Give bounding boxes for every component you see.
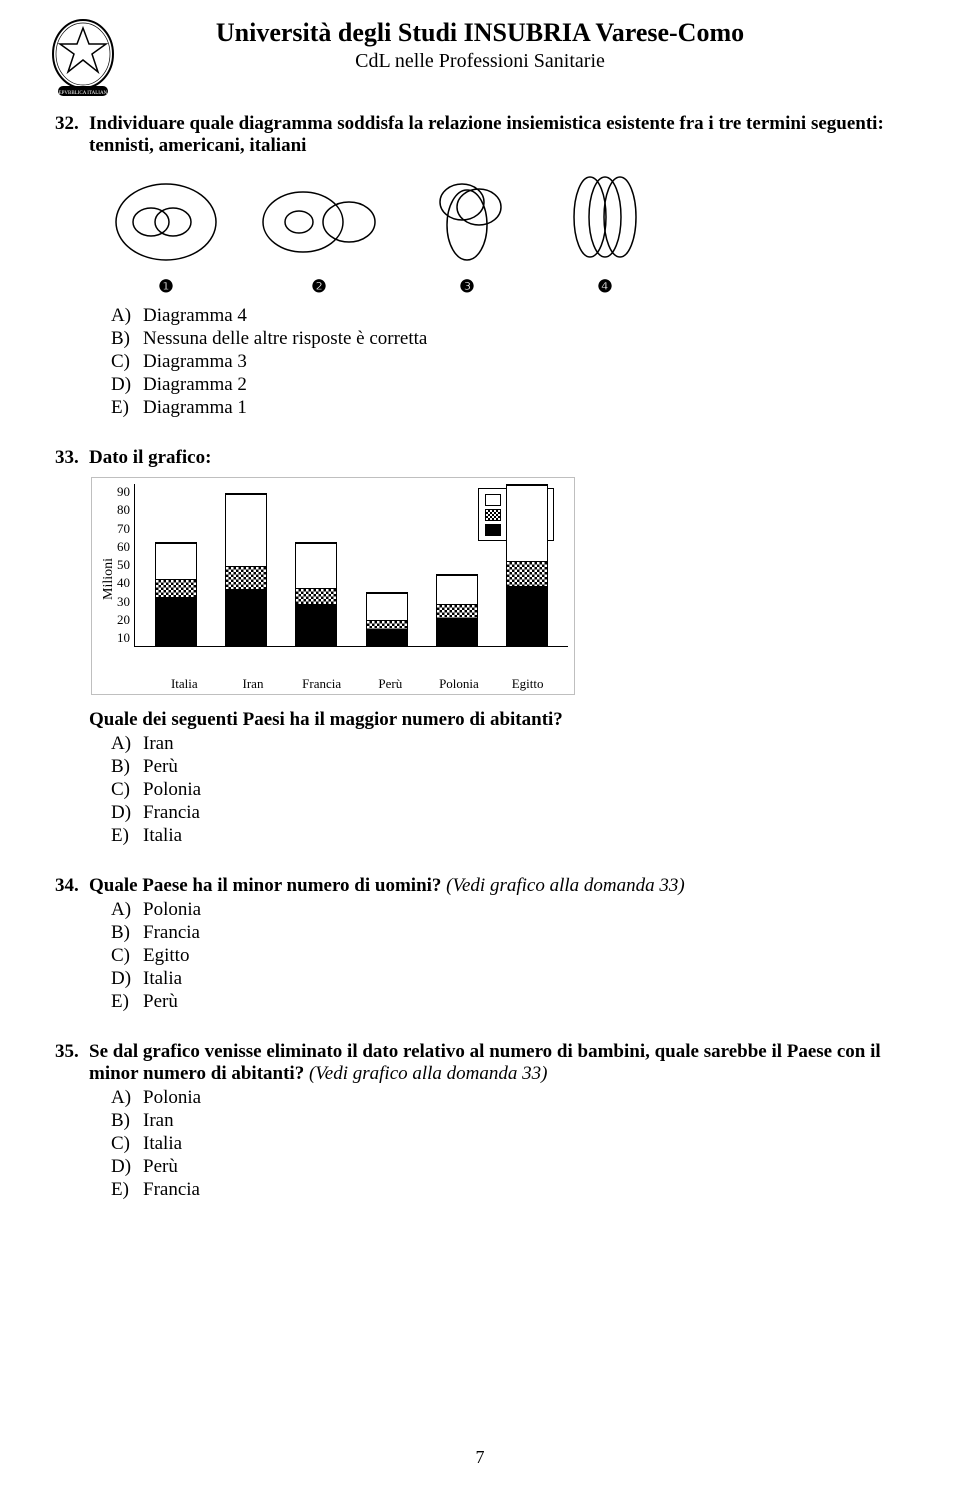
option-c: C)Polonia: [111, 779, 905, 801]
venn-diagram-2: ❷: [259, 177, 379, 297]
option-e: E)Diagramma 1: [111, 397, 905, 419]
option-e: E)Francia: [111, 1179, 905, 1201]
venn-label: ❶: [111, 277, 221, 297]
option-b: B)Nessuna delle altre risposte è corrett…: [111, 328, 905, 350]
options-list: A)Polonia B)Francia C)Egitto D)Italia E)…: [111, 899, 905, 1013]
venn-diagram-4: ❹: [555, 167, 655, 297]
header-subtitle: CdL nelle Professioni Sanitarie: [0, 50, 960, 73]
question-number: 33.: [55, 447, 89, 469]
option-d: D)Perù: [111, 1156, 905, 1178]
question-33: 33. Dato il grafico: Milioni 90807060504…: [55, 447, 905, 847]
option-d: D)Italia: [111, 968, 905, 990]
question-35: 35. Se dal grafico venisse eliminato il …: [55, 1041, 905, 1201]
chart-bar: [506, 484, 548, 646]
question-32: 32. Individuare quale diagramma soddisfa…: [55, 113, 905, 419]
svg-text:REPVBBLICA ITALIANA: REPVBBLICA ITALIANA: [55, 91, 111, 96]
chart-bar: [295, 542, 337, 646]
page-header: Università degli Studi INSUBRIA Varese-C…: [0, 0, 960, 73]
option-a: A)Polonia: [111, 899, 905, 921]
question-text: Individuare quale diagramma soddisfa la …: [89, 113, 905, 157]
question-number: 35.: [55, 1041, 89, 1063]
venn-diagram-3: ❸: [417, 167, 517, 297]
option-c: C)Diagramma 3: [111, 351, 905, 373]
option-c: C)Italia: [111, 1133, 905, 1155]
chart-bar: [155, 542, 197, 646]
venn-label: ❹: [555, 277, 655, 297]
option-d: D)Diagramma 2: [111, 374, 905, 396]
venn-diagram-1: ❶: [111, 177, 221, 297]
question-number: 34.: [55, 875, 89, 897]
option-e: E)Italia: [111, 825, 905, 847]
option-a: A)Iran: [111, 733, 905, 755]
chart-bar: [225, 493, 267, 646]
page-content: 32. Individuare quale diagramma soddisfa…: [0, 73, 960, 1201]
option-c: C)Egitto: [111, 945, 905, 967]
x-axis-labels: ItaliaIranFranciaPerùPoloniaEgitto: [144, 674, 568, 692]
venn-label: ❸: [417, 277, 517, 297]
page-number: 7: [0, 1447, 960, 1468]
chart-bar: [366, 592, 408, 646]
chart-bar: [436, 574, 478, 646]
y-axis-ticks: 908070605040302010: [117, 484, 134, 646]
question-subtext: Quale dei seguenti Paesi ha il maggior n…: [89, 709, 905, 731]
options-list: A)Polonia B)Iran C)Italia D)Perù E)Franc…: [111, 1087, 905, 1201]
option-e: E)Perù: [111, 991, 905, 1013]
chart-plot-area: Bambini Uomini Donne: [134, 484, 568, 647]
option-a: A)Polonia: [111, 1087, 905, 1109]
option-b: B)Iran: [111, 1110, 905, 1132]
question-34: 34. Quale Paese ha il minor numero di uo…: [55, 875, 905, 1013]
italian-republic-emblem-icon: REPVBBLICA ITALIANA: [48, 14, 118, 104]
option-b: B)Perù: [111, 756, 905, 778]
question-text: Dato il grafico:: [89, 447, 905, 469]
population-bar-chart: Milioni 908070605040302010 Bambini Uomin…: [91, 477, 575, 695]
option-a: A)Diagramma 4: [111, 305, 905, 327]
venn-label: ❷: [259, 277, 379, 297]
option-b: B)Francia: [111, 922, 905, 944]
venn-diagrams-row: ❶ ❷ ❸: [111, 167, 905, 297]
question-number: 32.: [55, 113, 89, 135]
options-list: A)Diagramma 4 B)Nessuna delle altre risp…: [111, 305, 905, 419]
question-hint: (Vedi grafico alla domanda 33): [446, 875, 685, 896]
question-text: Se dal grafico venisse eliminato il dato…: [89, 1041, 905, 1085]
chart-bars: [135, 484, 568, 646]
option-d: D)Francia: [111, 802, 905, 824]
options-list: A)Iran B)Perù C)Polonia D)Francia E)Ital…: [111, 733, 905, 847]
question-hint: (Vedi grafico alla domanda 33): [309, 1063, 548, 1084]
header-title: Università degli Studi INSUBRIA Varese-C…: [0, 18, 960, 48]
question-text: Quale Paese ha il minor numero di uomini…: [89, 875, 905, 897]
y-axis-label: Milioni: [98, 484, 117, 674]
